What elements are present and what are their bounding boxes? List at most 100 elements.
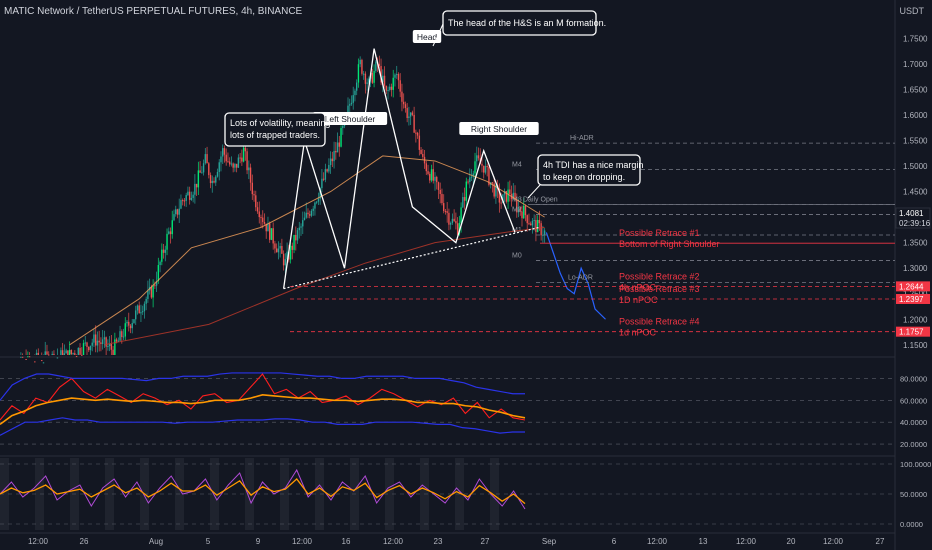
candle-body	[298, 227, 300, 231]
currency-label: USDT	[899, 6, 925, 16]
time-tick-label: Sep	[542, 537, 557, 546]
candle-body	[533, 220, 535, 222]
candle-body	[329, 158, 332, 165]
callout-text: The head of the H&S is an M formation.	[448, 18, 606, 28]
price-badge-value: 1.1757	[899, 328, 924, 337]
time-tick-label: Aug	[149, 537, 163, 546]
candle-body	[413, 114, 415, 133]
candle-body	[204, 154, 207, 164]
candle-body	[439, 189, 441, 194]
candle-body	[176, 209, 179, 215]
time-tick-label: 9	[256, 537, 261, 546]
candle-body	[359, 59, 361, 65]
oscillator-panel	[0, 458, 895, 530]
candle-body	[357, 64, 360, 83]
candle-body	[401, 91, 403, 102]
candle-body	[456, 223, 459, 235]
price-badge	[896, 326, 930, 337]
retrace-sublabel: 1d nPOC	[619, 328, 657, 338]
candle-body	[157, 265, 160, 282]
candle-body	[173, 214, 175, 221]
price-tick-label: 1.1500	[903, 341, 928, 350]
candle-body	[396, 74, 398, 76]
candle-body	[56, 357, 59, 359]
candle-body	[434, 176, 436, 181]
candle-body	[390, 86, 393, 90]
pattern-label-bg	[459, 122, 539, 135]
candle-body	[70, 349, 73, 355]
candle-body	[347, 105, 349, 114]
candle-body	[375, 61, 377, 71]
candle-body	[349, 104, 351, 106]
price-tick-label: 1.6500	[903, 85, 928, 94]
candle-body	[356, 82, 358, 91]
candle-body	[103, 337, 106, 340]
candle-body	[335, 150, 337, 153]
candle-body	[319, 188, 321, 199]
price-axis[interactable]: 1.7500 1.7000 1.6500 1.6000 1.5500 1.5000 1.45…	[895, 34, 931, 529]
osc-shade	[385, 458, 394, 530]
pivot-level-label: Lo-ADR	[568, 274, 593, 281]
candle-body	[448, 212, 450, 225]
price-badge-value: 1.2644	[899, 282, 924, 291]
candle-body	[128, 321, 130, 326]
price-tick-label: 1.6000	[903, 111, 928, 120]
price-tick-label: 1.4500	[903, 188, 928, 197]
candle-body	[385, 85, 387, 91]
candle-body	[93, 334, 95, 343]
candle-body	[416, 132, 419, 136]
symbol-title: MATIC Network / TetherUS PERPETUAL FUTUR…	[4, 6, 303, 17]
candle-body	[432, 169, 434, 181]
time-tick-label: 5	[206, 537, 211, 546]
candle-body	[188, 191, 191, 200]
candle-body	[309, 214, 311, 216]
time-tick-label: 6	[612, 537, 617, 546]
candle-body	[394, 74, 396, 78]
candle-body	[505, 191, 508, 202]
candle-body	[328, 164, 330, 172]
candle-body	[321, 178, 323, 189]
candle-body	[147, 290, 149, 299]
candle-body	[201, 172, 203, 174]
time-tick-label: 12:00	[823, 537, 844, 546]
callout-pointer	[432, 23, 444, 47]
retrace-label: Possible Retrace #1	[619, 228, 700, 238]
candle-body	[237, 157, 240, 168]
candle-body	[441, 193, 443, 204]
osc-tick-label: 50.0000	[900, 490, 927, 499]
candle-body	[74, 353, 76, 355]
candle-body	[284, 259, 287, 266]
candle-body	[535, 220, 537, 233]
candle-body	[303, 217, 306, 221]
candle-body	[263, 221, 266, 224]
candle-body	[265, 223, 267, 232]
candle-body	[477, 155, 480, 159]
candle-body	[408, 116, 410, 118]
candle-body	[41, 360, 43, 362]
candle-body	[208, 163, 210, 176]
candle-body	[131, 323, 133, 329]
candle-body	[269, 223, 271, 240]
candle-body	[286, 251, 288, 260]
candle-body	[239, 157, 241, 159]
candle-body	[314, 202, 316, 209]
candle-body	[251, 182, 253, 195]
candle-body	[383, 75, 386, 86]
candle-body	[253, 194, 255, 196]
projection-line	[545, 232, 606, 320]
candle-body	[361, 59, 363, 74]
candle-body	[333, 150, 335, 162]
candle-body	[312, 208, 314, 211]
candle-body	[481, 163, 483, 166]
time-tick-label: 23	[434, 537, 443, 546]
candle-body	[246, 151, 248, 171]
hs-pattern-line	[282, 48, 516, 289]
candle-body	[115, 339, 118, 342]
candle-body	[25, 358, 27, 360]
candle-body	[523, 205, 525, 219]
candle-body	[483, 165, 485, 173]
candle-body	[129, 325, 132, 329]
time-axis[interactable]: 12:00 26 Aug 5 9 12:00 16 12:00 23 27 Sep 6 12:00 13 1…	[28, 537, 885, 546]
candle-body	[51, 353, 53, 355]
